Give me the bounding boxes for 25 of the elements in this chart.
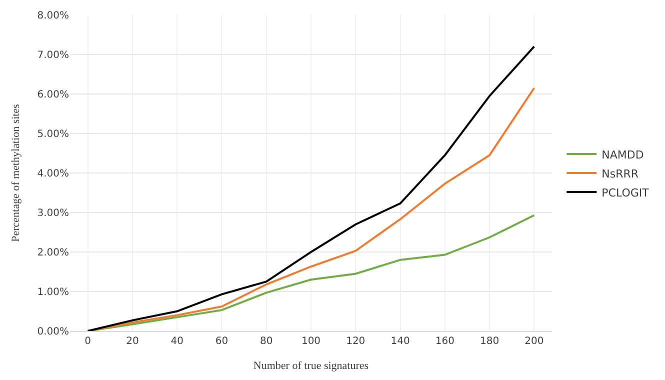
legend-label: PCLOGIT <box>602 186 650 200</box>
legend-label: NAMDD <box>602 148 644 162</box>
x-tick-label: 120 <box>346 336 366 347</box>
x-tick-label: 140 <box>390 336 410 347</box>
y-tick-label: 3.00% <box>37 208 69 219</box>
y-tick-label: 8.00% <box>37 10 69 22</box>
y-tick-label: 0.00% <box>37 326 69 338</box>
x-tick-label: 60 <box>215 336 228 347</box>
x-tick-label: 20 <box>126 336 139 347</box>
y-tick-label: 5.00% <box>37 129 69 140</box>
x-tick-label: 160 <box>435 336 454 347</box>
x-tick-label: 200 <box>524 336 544 347</box>
x-axis-title: Number of true signatures <box>253 360 369 372</box>
x-tick-label: 100 <box>301 336 321 347</box>
y-tick-label: 2.00% <box>37 248 69 258</box>
y-tick-label: 4.00% <box>37 168 69 180</box>
legend-label: NsRRR <box>602 167 639 180</box>
x-tick-label: 40 <box>170 336 184 347</box>
y-tick-label: 1.00% <box>37 287 69 298</box>
x-tick-label: 180 <box>480 336 500 347</box>
y-axis-title: Percentage of methylation sites <box>10 104 22 242</box>
x-tick-label: 80 <box>260 336 273 347</box>
y-tick-label: 7.00% <box>37 50 69 61</box>
y-tick-label: 6.00% <box>37 90 69 100</box>
x-tick-label: 0 <box>84 336 92 347</box>
